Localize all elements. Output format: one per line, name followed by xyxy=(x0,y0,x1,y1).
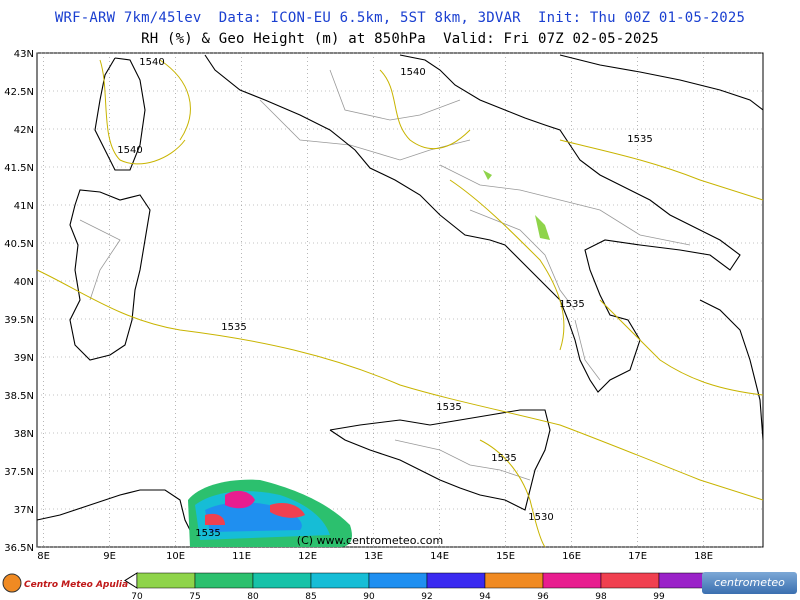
logo-right: centrometeo xyxy=(702,572,797,594)
region-borders xyxy=(79,69,691,481)
colorbar-swatch xyxy=(542,572,602,589)
colorbar-swatch xyxy=(600,572,660,589)
lat-lon-grid xyxy=(37,52,763,548)
lon-label: 12E xyxy=(298,551,317,562)
latitude-labels: 43N 42.5N 42N 41.5N 41N 40.5N 40N 39.5N 39N 38.5N… xyxy=(4,49,34,554)
lon-label: 8E xyxy=(37,551,50,562)
colorbar-tick-label: 80 xyxy=(247,592,259,600)
colorbar-swatch xyxy=(136,572,196,589)
contour-label: 1540 xyxy=(139,57,164,68)
lat-label: 36.5N xyxy=(4,543,34,554)
colorbar-swatch xyxy=(484,572,544,589)
coastline xyxy=(36,54,764,548)
logo-left: Centro Meteo Apulia xyxy=(2,573,128,593)
colorbar-tick-label: 99 xyxy=(653,592,665,600)
lon-label: 9E xyxy=(103,551,116,562)
colorbar-swatch xyxy=(252,572,312,589)
header-title-line2: RH (%) & Geo Height (m) at 850hPa Valid:… xyxy=(141,31,659,47)
lat-label: 37N xyxy=(14,505,34,516)
colorbar-tick-label: 92 xyxy=(421,592,432,600)
colorbar-tick-label: 96 xyxy=(537,592,549,600)
lon-label: 14E xyxy=(430,551,449,562)
longitude-labels: 8E 9E 10E 11E 12E 13E 14E 15E 16E 17E 18E xyxy=(37,551,713,562)
contour-label: 1535 xyxy=(627,134,652,145)
lon-label: 13E xyxy=(364,551,383,562)
lon-label: 18E xyxy=(694,551,713,562)
lat-label: 41.5N xyxy=(4,163,34,174)
lon-label: 11E xyxy=(232,551,251,562)
lon-label: 16E xyxy=(562,551,581,562)
geo-height-contours xyxy=(36,59,764,548)
lat-label: 37.5N xyxy=(4,467,34,478)
lat-label: 39N xyxy=(14,353,34,364)
lon-label: 10E xyxy=(166,551,185,562)
lat-label: 40N xyxy=(14,277,34,288)
lat-label: 41N xyxy=(14,201,34,212)
copyright-label: (C) www.centrometeo.com xyxy=(297,534,443,547)
contour-label: 1535 xyxy=(221,322,246,333)
lon-label: 15E xyxy=(496,551,515,562)
rh-shading xyxy=(188,170,550,547)
colorbar-tick-label: 94 xyxy=(479,592,491,600)
colorbar-tick-label: 98 xyxy=(595,592,607,600)
colorbar-tick-label: 85 xyxy=(305,592,316,600)
contour-label: 1535 xyxy=(195,528,220,539)
contour-label: 1540 xyxy=(117,145,142,156)
lat-label: 38N xyxy=(14,429,34,440)
lon-label: 17E xyxy=(628,551,647,562)
contour-label: 1535 xyxy=(491,453,516,464)
colorbar-swatch xyxy=(310,572,370,589)
rh-colorbar: 70 75 80 85 90 92 94 96 98 99 xyxy=(124,572,748,600)
colorbar-swatch xyxy=(368,572,428,589)
contour-value-labels: 1540 1540 1540 1535 1535 1535 1535 1535 1530 1535 xyxy=(117,57,652,539)
lat-label: 42N xyxy=(14,125,34,136)
contour-label: 1535 xyxy=(436,402,461,413)
contour-label: 1535 xyxy=(559,299,584,310)
header-title-line1: WRF-ARW 7km/45lev Data: ICON-EU 6.5km, 5… xyxy=(54,10,746,26)
colorbar-swatch xyxy=(426,572,486,589)
svg-text:Centro Meteo Apulia: Centro Meteo Apulia xyxy=(24,580,128,590)
colorbar-swatch xyxy=(194,572,254,589)
lat-label: 38.5N xyxy=(4,391,34,402)
lat-label: 40.5N xyxy=(4,239,34,250)
lat-label: 43N xyxy=(14,49,34,60)
contour-label: 1540 xyxy=(400,67,425,78)
map-frame xyxy=(36,52,764,548)
colorbar-tick-label: 75 xyxy=(189,592,200,600)
colorbar-tick-label: 90 xyxy=(363,592,375,600)
lat-label: 39.5N xyxy=(4,315,34,326)
contour-label: 1530 xyxy=(528,512,553,523)
colorbar-tick-label: 70 xyxy=(131,592,143,600)
lat-label: 42.5N xyxy=(4,87,34,98)
